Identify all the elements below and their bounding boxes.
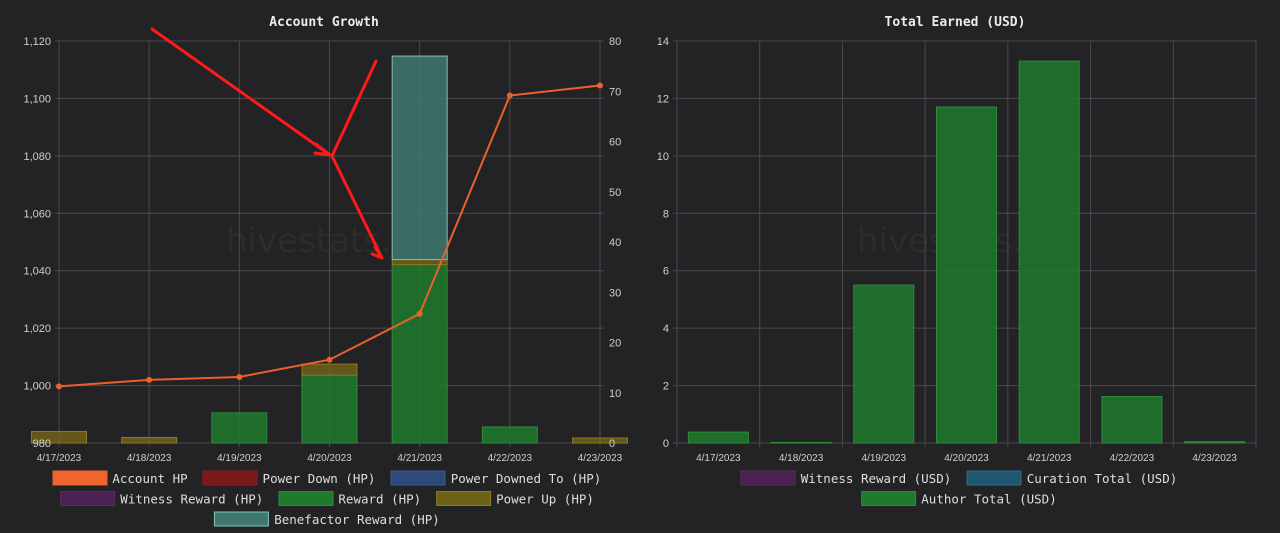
- bar: [1184, 441, 1246, 444]
- y-tick-label: 1,100: [23, 93, 51, 105]
- bar: [853, 284, 915, 444]
- legend-swatch: [278, 491, 334, 506]
- bar: [211, 412, 268, 444]
- legend-label: Reward (HP): [338, 492, 421, 507]
- data-point: [146, 376, 153, 383]
- y2-tick-label: 50: [609, 187, 621, 199]
- bar: [391, 259, 448, 266]
- legend-swatch: [213, 511, 269, 527]
- x-tick-label: 4/23/2023: [578, 453, 623, 464]
- x-tick-label: 4/20/2023: [944, 453, 989, 464]
- watermark: hivestats.io: [226, 221, 422, 261]
- y-tick-label: 12: [657, 93, 669, 105]
- arrow-head: [370, 245, 384, 260]
- y-tick-label: 1,000: [23, 381, 51, 393]
- legend-label: Power Down (HP): [263, 471, 376, 486]
- chart-title: Total Earned (USD): [885, 15, 1026, 30]
- bar: [936, 106, 997, 444]
- x-tick-label: 4/18/2023: [127, 453, 172, 464]
- legend-label: Witness Reward (HP): [120, 492, 263, 507]
- red-arrow-annotation: [150, 27, 384, 260]
- legend-label: Author Total (USD): [921, 492, 1056, 507]
- bar: [301, 374, 358, 444]
- data-point: [56, 383, 62, 390]
- chart-title: Account Growth: [269, 15, 379, 30]
- y-tick-label: 10: [657, 151, 669, 163]
- legend-label: Account HP: [112, 471, 187, 486]
- y-tick-label: 0: [663, 438, 669, 450]
- legend-label: Benefactor Reward (HP): [274, 512, 440, 527]
- y-tick-label: 1,020: [23, 323, 51, 335]
- y2-tick-label: 80: [609, 36, 621, 48]
- x-tick-label: 4/23/2023: [1192, 453, 1237, 464]
- bar: [121, 436, 178, 444]
- x-tick-label: 4/19/2023: [217, 453, 262, 464]
- legend-swatch: [60, 491, 116, 506]
- legend-label: Power Up (HP): [496, 492, 594, 507]
- x-tick-label: 4/20/2023: [307, 453, 352, 464]
- y-tick-label: 1,080: [23, 151, 51, 163]
- y-tick-label: 1,060: [23, 208, 51, 220]
- y2-tick-label: 30: [609, 287, 621, 299]
- total-earned-chart: Total Earned (USD) hivestats.io 02468101…: [657, 15, 1257, 507]
- x-tick-label: 4/18/2023: [779, 453, 824, 464]
- bar: [481, 426, 538, 444]
- bar: [391, 55, 448, 261]
- y2-tick-label: 0: [609, 438, 615, 450]
- x-tick-label: 4/19/2023: [862, 453, 907, 464]
- data-point: [416, 310, 423, 317]
- x-tick-label: 4/21/2023: [397, 453, 442, 464]
- y2-tick-label: 60: [609, 137, 621, 149]
- legend-swatch: [740, 470, 796, 486]
- data-point: [506, 92, 513, 99]
- data-point: [326, 356, 333, 363]
- bar: [31, 430, 87, 444]
- legend-swatch: [966, 470, 1022, 486]
- legend-swatch: [52, 470, 108, 486]
- x-tick-label: 4/22/2023: [1110, 453, 1155, 464]
- bar: [301, 363, 358, 376]
- legend-label: Witness Reward (USD): [801, 471, 952, 486]
- y-tick-label: 14: [657, 36, 669, 48]
- y-tick-label: 2: [663, 381, 669, 393]
- legend-swatch: [390, 470, 446, 486]
- arrow-shaft: [150, 27, 332, 157]
- x-tick-label: 4/21/2023: [1027, 453, 1072, 464]
- legend-swatch: [861, 491, 917, 506]
- legend-label: Power Downed To (HP): [451, 471, 602, 486]
- bar: [572, 437, 628, 444]
- bar: [770, 441, 832, 444]
- bar: [1101, 395, 1163, 444]
- y-tick-label: 980: [33, 438, 51, 450]
- bar: [391, 264, 448, 444]
- legend-swatch: [202, 470, 258, 486]
- legend-swatch: [436, 491, 492, 506]
- x-tick-label: 4/17/2023: [37, 453, 82, 464]
- arrow-head: [313, 142, 332, 157]
- bar: [687, 431, 749, 444]
- x-tick-label: 4/17/2023: [696, 453, 741, 464]
- y-tick-label: 4: [663, 323, 669, 335]
- data-point: [236, 373, 243, 380]
- legend-label: Curation Total (USD): [1027, 471, 1178, 486]
- y-tick-label: 1,040: [23, 266, 51, 278]
- y-tick-label: 1,120: [23, 36, 51, 48]
- y-tick-label: 6: [663, 266, 669, 278]
- bar: [1018, 60, 1080, 444]
- y-tick-label: 8: [663, 208, 669, 220]
- y2-tick-label: 70: [609, 86, 621, 98]
- y2-tick-label: 40: [609, 237, 621, 249]
- y2-tick-label: 20: [609, 338, 621, 350]
- arrow-shaft: [330, 59, 384, 260]
- data-point: [597, 82, 603, 89]
- x-tick-label: 4/22/2023: [488, 453, 533, 464]
- y2-tick-label: 10: [609, 388, 621, 400]
- account-growth-chart: Account Growth hivestats.io 980 1,000 1,02…: [23, 15, 628, 527]
